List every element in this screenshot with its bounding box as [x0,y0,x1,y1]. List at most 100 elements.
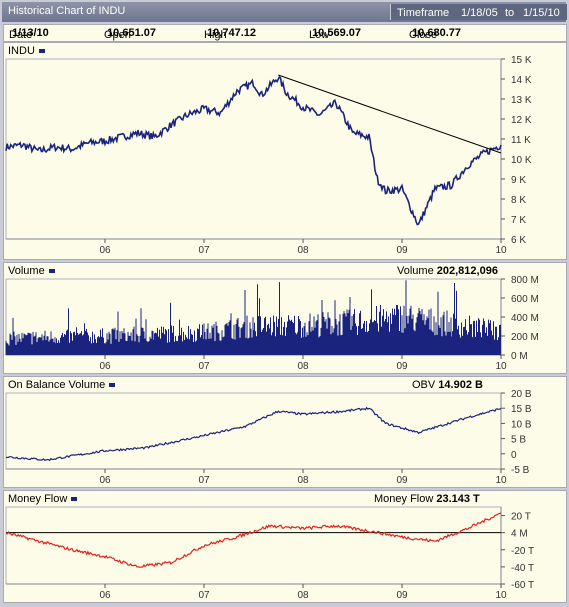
close-value: 10,680.77 [412,27,461,39]
volume-x-tick-label: 09 [396,361,408,372]
volume-y-tick-label: 400 M [511,313,539,324]
volume-x-tick-label: 07 [198,361,210,372]
date-value: 1/13/10 [12,27,49,39]
open-value: 10,651.07 [107,27,156,39]
moneyflow-current-value: 23.143 T [436,493,480,505]
price-y-tick-label: 7 K [511,215,526,226]
obv-x-tick-label: 07 [198,475,210,486]
moneyflow-y-tick-label: -40 T [511,563,534,574]
moneyflow-x-tick-label: 10 [495,590,507,601]
moneyflow-legend-label: Money Flow [8,493,68,505]
volume-panel: Volume Volume 202,812,096 06 07 08 09 10 800 … [3,262,567,374]
volume-y-tick-label: 0 M [511,351,528,362]
moneyflow-plot-frame [5,506,502,585]
low-label: Low [309,29,330,41]
price-panel: INDU 06 07 08 09 10 15 K 14 K 13 K 12 K 11 K 10 K 9… [3,42,567,260]
price-y-tick-label: 13 K [511,95,532,106]
price-y-tick-label: 9 K [511,175,526,186]
obv-y-tick-label: 10 B [511,419,532,430]
timeframe-start[interactable]: 1/18/05 [461,7,498,19]
obv-current: OBV 14.902 B [412,379,483,391]
price-series-line [5,75,502,226]
obv-y-tick-label: -5 B [511,465,530,476]
volume-bars [5,280,501,355]
obv-x-tick-label: 10 [495,475,507,486]
price-y-tick-label: 14 K [511,75,532,86]
volume-y-tick-label: 200 M [511,332,539,343]
price-x-axis-band [6,239,501,259]
volume-x-tick-label: 08 [297,361,309,372]
price-legend: INDU [8,45,45,57]
moneyflow-series-line [5,512,502,568]
price-x-tick-label: 09 [396,245,408,256]
timeframe-to: to [505,7,515,19]
price-x-tick-label: 10 [495,245,507,256]
low-value: 10,569.07 [312,27,361,39]
price-y-tick-label: 11 K [511,135,531,146]
obv-x-tick-label: 06 [99,475,111,486]
volume-y-tick-label: 600 M [511,294,539,305]
obv-panel: On Balance Volume OBV 14.902 B 06 07 08 09 1… [3,376,567,488]
obv-legend-swatch [109,383,116,388]
price-y-tick-label: 15 K [511,55,532,66]
volume-current-value: 202,812,096 [436,265,498,277]
obv-y-tick-label: 0 [511,450,517,461]
volume-current-label: Volume [397,265,434,277]
price-y-tick-label: 6 K [511,235,526,246]
obv-plot-frame [5,392,502,470]
obv-current-value: 14.902 B [438,379,483,391]
high-value: 10,747.12 [207,27,256,39]
window-title: Historical Chart of INDU [8,5,126,17]
date-label: Date [9,29,33,41]
high-label: High [204,29,227,41]
obv-x-axis-band [6,469,501,487]
obv-x-tick-label: 09 [396,475,408,486]
volume-legend-swatch [48,269,55,274]
volume-x-tick-label: 06 [99,361,111,372]
obv-legend-label: On Balance Volume [8,379,106,391]
price-x-tick-label: 07 [198,245,210,256]
volume-y-tick-label: 800 M [511,275,539,286]
volume-legend: Volume [8,265,55,277]
volume-chart: 06 07 08 09 10 800 M 600 M 400 M 200 M 0 M [5,275,539,373]
obv-y-tick-label: 5 B [511,435,526,446]
volume-legend-label: Volume [8,265,45,277]
obv-series-line [5,406,502,462]
moneyflow-x-tick-label: 08 [297,590,309,601]
moneyflow-legend: Money Flow [8,493,78,505]
obv-legend: On Balance Volume [8,379,116,391]
price-x-tick-label: 06 [99,245,111,256]
close-label: Close [409,29,438,41]
moneyflow-x-tick-label: 09 [396,590,408,601]
obv-current-label: OBV [412,379,436,391]
obv-chart: 06 07 08 09 10 20 B 15 B 10 B 5 B 0 -5 B [5,389,532,487]
timeframe-end[interactable]: 1/15/10 [523,7,560,19]
moneyflow-panel: Money Flow Money Flow 23.143 T 06 07 08 09 1… [3,490,567,603]
volume-x-axis-band [6,355,501,373]
moneyflow-y-tick-label: -60 T [511,580,534,591]
quote-row: Date 1/13/10 Open 10,651.07 High 10,747.… [3,24,567,42]
moneyflow-y-tick-label: 4 M [511,529,528,540]
obv-x-tick-label: 08 [297,475,309,486]
timeframe-label: Timeframe [397,7,450,19]
moneyflow-x-tick-label: 07 [198,590,210,601]
moneyflow-chart: 06 07 08 09 10 20 T 4 M -20 T -40 T -60 T [5,506,534,602]
moneyflow-x-axis-band [6,584,501,602]
moneyflow-y-tick-label: 20 T [511,512,531,523]
moneyflow-current: Money Flow 23.143 T [374,493,480,505]
moneyflow-x-tick-label: 06 [99,590,111,601]
price-y-tick-label: 12 K [511,115,532,126]
price-legend-label: INDU [8,45,35,57]
moneyflow-legend-swatch [71,497,78,502]
timeframe-box[interactable]: Timeframe 1/18/05 to 1/15/10 [390,4,567,20]
obv-y-tick-label: 15 B [511,404,532,415]
price-x-tick-label: 08 [297,245,309,256]
obv-y-tick-label: 20 B [511,389,532,400]
volume-x-tick-label: 10 [495,361,507,372]
price-chart: 06 07 08 09 10 15 K 14 K 13 K 12 K 11 K 10 K 9 K 8 K… [5,55,532,259]
price-legend-swatch [38,49,45,54]
title-bar: Historical Chart of INDU Timeframe 1/18/… [2,2,567,22]
moneyflow-y-tick-label: -20 T [511,546,534,557]
open-label: Open [104,29,131,41]
